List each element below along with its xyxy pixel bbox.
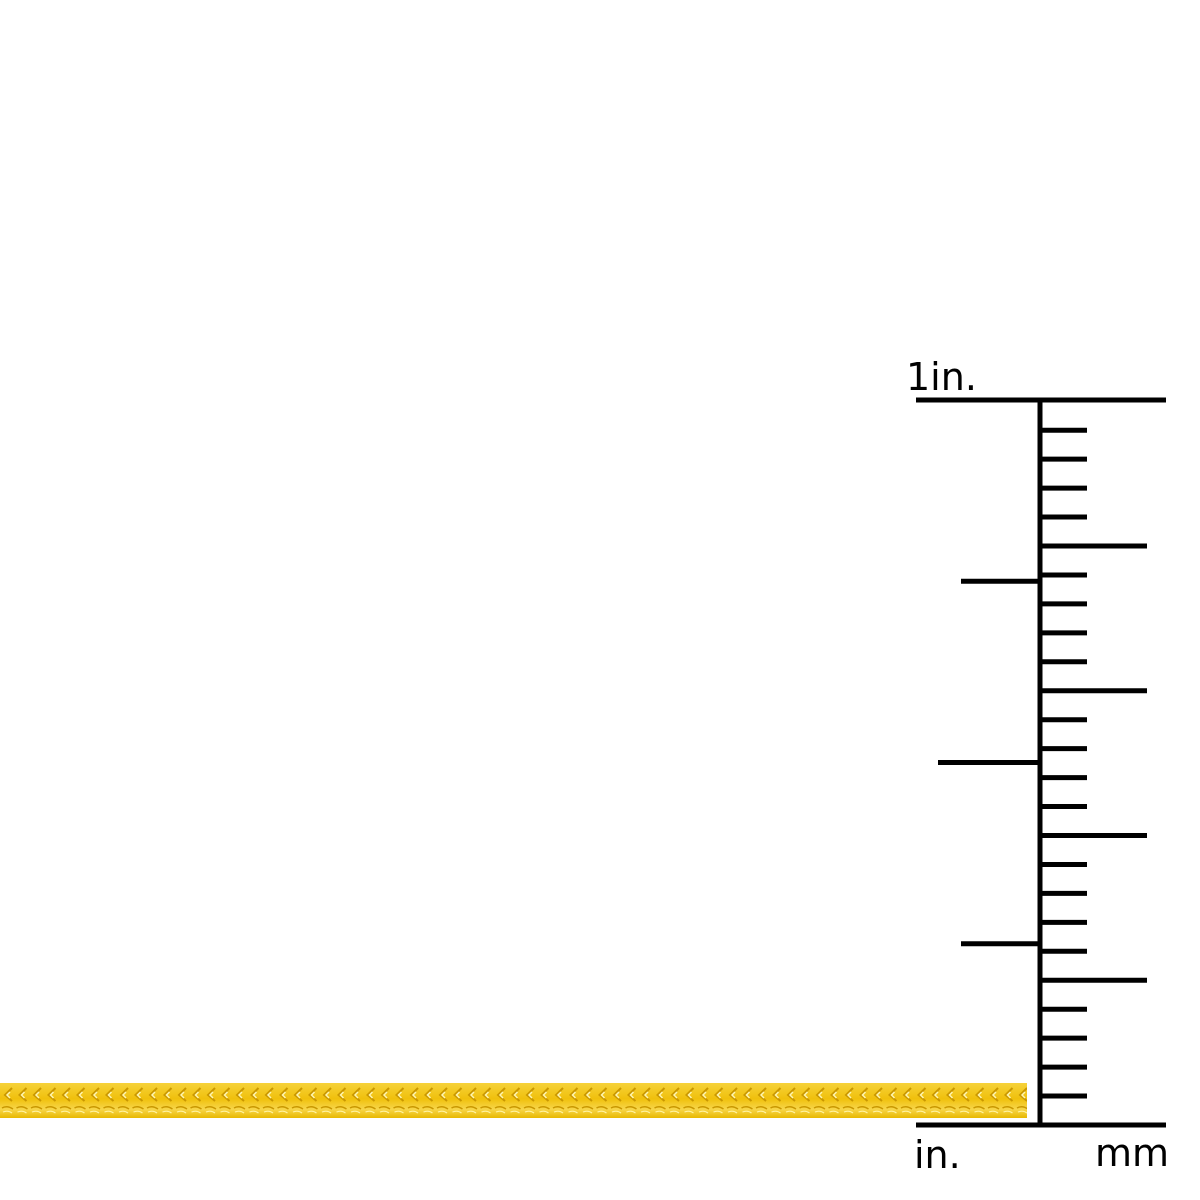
gold-chain bbox=[0, 1083, 1027, 1118]
ruler-inch-label: in. bbox=[914, 1133, 961, 1177]
ruler bbox=[916, 397, 1166, 1128]
ruler-top-label: 1in. bbox=[906, 355, 977, 399]
ruler-mm-label: mm bbox=[1095, 1131, 1169, 1175]
